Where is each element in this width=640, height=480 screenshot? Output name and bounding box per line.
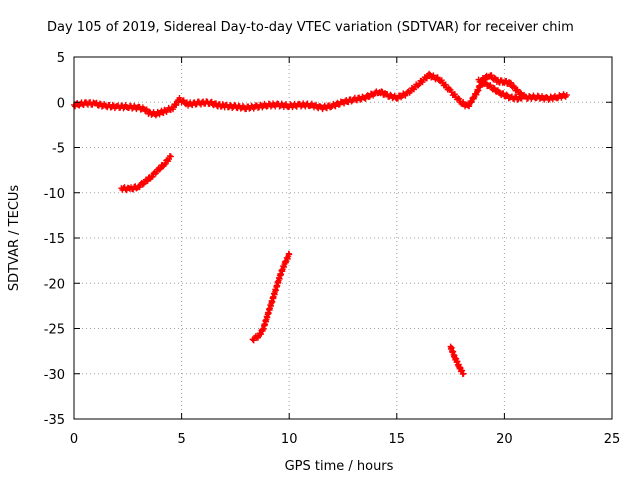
data-point (136, 184, 143, 191)
data-point (162, 160, 169, 167)
y-tick-label: -35 (44, 413, 65, 428)
data-point (387, 91, 394, 98)
series-main-trace (71, 70, 570, 119)
series-segment-2h (118, 153, 174, 194)
series-main-trace-branch (475, 76, 525, 103)
x-tick-label: 5 (177, 432, 185, 447)
data-point (286, 251, 293, 258)
series-segment-9h (249, 250, 293, 344)
data-point (478, 77, 485, 84)
data-point (491, 85, 498, 92)
data-point (362, 95, 369, 102)
x-tick-label: 0 (70, 432, 78, 447)
data-point (416, 81, 423, 88)
data-point (173, 102, 180, 109)
data-point (459, 367, 466, 374)
data-point (139, 181, 146, 188)
x-axis-title: GPS time / hours (285, 459, 394, 474)
data-point (167, 153, 174, 160)
x-tick-label: 15 (389, 432, 406, 447)
y-tick-label: -25 (44, 323, 65, 338)
data-point (518, 95, 525, 102)
y-tick-label: 5 (57, 51, 65, 66)
data-point (156, 166, 163, 173)
data-point (507, 79, 514, 86)
data-point (491, 74, 498, 81)
data-point (180, 97, 187, 104)
data-point (488, 72, 495, 79)
data-point (109, 101, 116, 108)
x-tick-label: 20 (496, 432, 513, 447)
x-tick-label: 10 (281, 432, 298, 447)
data-point (503, 91, 510, 98)
data-point (161, 161, 168, 168)
series-segment-18h (447, 343, 467, 377)
data-point (149, 173, 156, 180)
y-axis-title: SDTVAR / TECUs (7, 185, 22, 292)
data-point (456, 95, 463, 102)
data-point (442, 81, 449, 88)
data-series (71, 70, 570, 377)
data-point (500, 90, 507, 97)
y-tick-label: -5 (52, 142, 65, 157)
data-point (503, 77, 510, 84)
grid-lines (74, 57, 612, 419)
axis-ticks: 0 5 10 15 20 25 5 0 -5 -10 -15 -20 -25 -30 -35 (44, 51, 621, 447)
data-point (426, 70, 433, 77)
data-point (482, 79, 489, 86)
y-tick-label: -15 (44, 232, 65, 247)
y-tick-label: 0 (57, 96, 65, 111)
x-tick-label: 25 (604, 432, 621, 447)
data-point (517, 89, 524, 96)
chart-title: Day 105 of 2019, Sidereal Day-to-day VTE… (47, 20, 574, 35)
y-tick-label: -30 (44, 368, 65, 383)
y-tick-label: -10 (44, 187, 65, 202)
data-point (460, 370, 467, 377)
data-point (487, 82, 494, 89)
data-point (451, 91, 458, 98)
data-point (208, 98, 215, 105)
data-point (423, 75, 430, 82)
data-point (563, 92, 570, 99)
data-point (434, 74, 441, 81)
y-tick-label: -20 (44, 277, 65, 292)
